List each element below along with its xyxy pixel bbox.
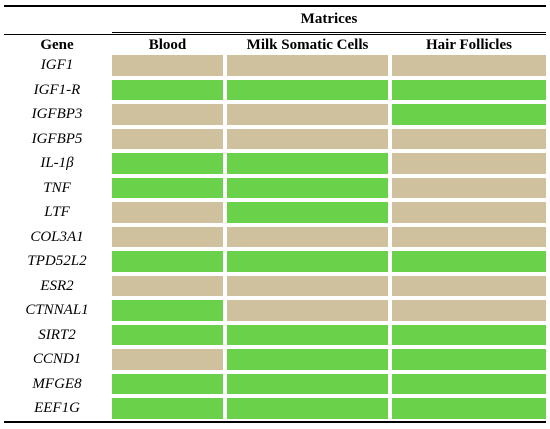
expression-cell: [392, 226, 546, 247]
expression-cell: [227, 202, 388, 223]
gene-name: LTF: [44, 204, 70, 220]
expression-cell: [227, 177, 388, 198]
expression-cell: [227, 128, 388, 149]
expression-cell: [227, 79, 388, 100]
expression-cell: [392, 104, 546, 125]
expression-cell: [392, 373, 546, 394]
gene-name: MFGE8: [32, 375, 82, 392]
expression-cell: [112, 104, 223, 125]
table-row: IGFBP3: [0, 102, 550, 127]
expression-cell: [112, 202, 223, 223]
expression-cell: [227, 324, 388, 345]
expression-cell: [227, 398, 388, 419]
gene-name: CTNNAL1: [25, 302, 89, 318]
gene-name: SIRT2: [38, 326, 76, 343]
table-row: ESR2: [0, 274, 550, 299]
expression-cell: [392, 202, 546, 223]
table-row: TNF: [0, 176, 550, 201]
matrices-title: Matrices: [300, 11, 358, 27]
gene-name: IGFBP3: [31, 106, 83, 122]
expression-cell: [392, 251, 546, 272]
expression-cell: [227, 226, 388, 247]
gene-name: TPD52L2: [27, 253, 87, 269]
table-row: IGF1: [0, 53, 550, 78]
expression-cell: [227, 153, 388, 174]
expression-cell: [392, 275, 546, 296]
expression-cell: [112, 275, 223, 296]
expression-cell: [112, 79, 223, 100]
table-row: SIRT2: [0, 323, 550, 348]
gene-name: EEF1G: [34, 400, 80, 416]
gene-name: IGFBP5: [31, 130, 83, 147]
expression-cell: [227, 104, 388, 125]
table-header-rule: [4, 34, 546, 35]
table-row: EEF1G: [0, 396, 550, 421]
hair-follicles-column-header: Hair Follicles: [426, 37, 512, 53]
table-row: TPD52L2: [0, 249, 550, 274]
expression-cell: [227, 55, 388, 76]
blood-column-header: Blood: [148, 37, 187, 53]
expression-cell: [392, 300, 546, 321]
gene-name: IL-1β: [40, 155, 74, 171]
table-row: IGFBP5: [0, 127, 550, 152]
table-row: CTNNAL1: [0, 298, 550, 323]
expression-cell: [392, 153, 546, 174]
expression-cell: [392, 324, 546, 345]
gene-name: IGF1-R: [33, 81, 81, 98]
gene-name: CCND1: [32, 351, 82, 367]
gene-column-header: Gene: [40, 37, 74, 53]
expression-cell: [392, 177, 546, 198]
expression-cell: [112, 55, 223, 76]
matrices-underline: [112, 32, 546, 33]
expression-cell: [227, 349, 388, 370]
expression-cell: [112, 373, 223, 394]
gene-name: ESR2: [40, 277, 74, 294]
table-row: IL-1β: [0, 151, 550, 176]
expression-cell: [112, 177, 223, 198]
expression-cell: [112, 128, 223, 149]
table-top-rule: [4, 5, 546, 7]
table-row: CCND1: [0, 347, 550, 372]
table-row: MFGE8: [0, 372, 550, 397]
table-bottom-rule: [4, 421, 546, 423]
table-body: IGF1 IGF1-R IGFBP3 IGFBP5 IL-1β TNF LTF COL3A1 T…: [0, 53, 550, 421]
expression-cell: [112, 324, 223, 345]
expression-cell: [112, 153, 223, 174]
milk-somatic-cells-column-header: Milk Somatic Cells: [246, 37, 369, 53]
expression-cell: [112, 398, 223, 419]
gene-name: COL3A1: [30, 228, 84, 245]
expression-cell: [227, 300, 388, 321]
table-row: LTF: [0, 200, 550, 225]
expression-cell: [392, 128, 546, 149]
gene-name: IGF1: [40, 57, 74, 73]
expression-cell: [112, 251, 223, 272]
table-row: COL3A1: [0, 225, 550, 250]
expression-cell: [227, 373, 388, 394]
gene-name: TNF: [43, 179, 71, 196]
expression-cell: [392, 55, 546, 76]
expression-cell: [392, 349, 546, 370]
expression-cell: [227, 251, 388, 272]
table-row: IGF1-R: [0, 78, 550, 103]
expression-cell: [112, 349, 223, 370]
expression-cell: [392, 79, 546, 100]
expression-cell: [392, 398, 546, 419]
expression-cell: [112, 226, 223, 247]
expression-cell: [227, 275, 388, 296]
expression-cell: [112, 300, 223, 321]
